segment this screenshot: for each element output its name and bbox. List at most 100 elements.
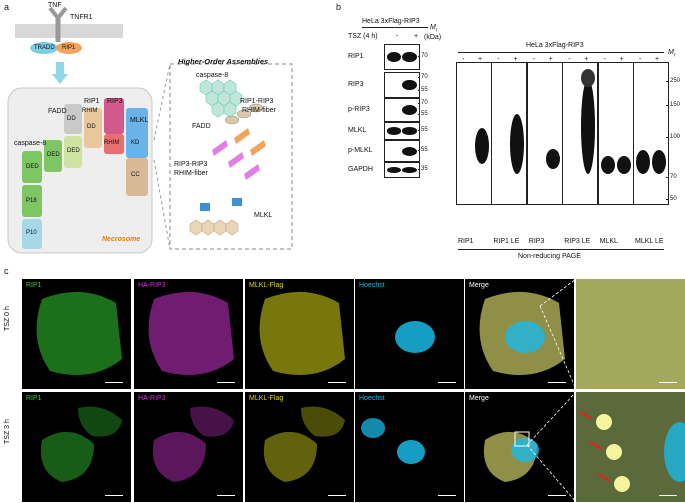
assembly-mlkl-label: MLKL [254,212,273,219]
right-marker-tick [666,199,669,200]
marker-tick [418,150,420,151]
marker: 55 [421,111,428,117]
assembly-fadd-label: FADD [192,123,211,130]
blot-label: MLKL [348,127,367,134]
cell-image [40,406,122,482]
p18-label: P18 [26,198,37,204]
minus-sign: - [603,56,606,63]
channel-label: RIP1 [26,395,42,402]
channel-label: MLKL-Flag [249,282,284,289]
marker: 55 [421,147,428,153]
scale-bar [217,381,235,383]
band-plus [402,105,417,115]
cell-image [479,291,565,375]
caspase8-label: caspase-8 [14,140,47,147]
assembly-rip1-rip3-label: RIP1-RIP3 [240,98,274,105]
assembly-rhim-fiber-1: RHIM-fiber [242,107,276,114]
band-plus [402,127,417,135]
kd-label: KD [131,140,140,146]
marker: 70 [421,74,428,80]
scale-bar [659,494,677,496]
plus-sign: + [478,56,483,63]
plus-sign: + [655,56,660,63]
micro-tile: HA-RIP3 [134,392,243,502]
panel-label-c: c [4,266,9,276]
necrosome-title: Necrosome [102,236,141,243]
blot-0 [384,44,420,70]
assembly-caspase8-label: caspase-8 [196,72,229,79]
scale-bar [438,494,456,496]
marker-tick [418,169,420,170]
right-marker-tick [666,137,669,138]
blot-3 [384,122,420,140]
marker: 70 [421,53,428,59]
channel-label: Hoechst [359,395,385,402]
blot-label: RIP1 [348,53,364,60]
minus-sign: - [497,56,500,63]
rip3-label: RIP3 [107,98,123,105]
right-blot-4 [597,62,634,205]
marker: 55 [421,87,428,93]
band-minus [387,51,401,63]
lane-label: RIP1 [458,238,474,245]
scale-bar [659,381,677,383]
cell-image [483,431,539,482]
channel-label: Merge [469,395,489,402]
cell-image [395,321,435,353]
dd-label-rip1: DD [87,124,96,130]
left-plus: + [414,33,419,40]
channel-label: Hoechst [359,282,385,289]
fadd-label: FADD [48,108,67,115]
channel-label: HA-RIP3 [138,395,166,402]
left-blot-title: HeLa 3xFlag-RIP3 [362,18,420,25]
micro-tile: RIP1 [22,392,131,502]
blot-label: RIP3 [348,81,364,88]
marker: 70 [421,100,428,106]
band-plus [402,146,417,156]
plus-sign: + [513,56,518,63]
rip1-top-label: RIP1 [62,45,76,51]
blot-2 [384,98,420,122]
right-marker: 100 [670,134,681,140]
cell-image [361,418,425,464]
cell-image [148,291,234,375]
smear-band [510,114,525,174]
band-plus [402,51,417,63]
right-mr-label: Mr [668,49,676,59]
minus-sign: - [568,56,571,63]
plus-sign: + [584,56,589,63]
right-blot-5 [633,62,669,205]
smear-band [652,150,666,174]
scale-bar [328,381,346,383]
blot-1 [384,72,420,98]
scale-bar [328,494,346,496]
right-marker-tick [666,81,669,82]
right-marker: 70 [670,174,677,180]
micro-tile: RIP1 [22,279,131,389]
marker: 35 [421,166,428,172]
tradd-label: TRADD [34,45,55,51]
tsz-label: TSZ (4 h) [348,33,378,40]
micro-tile: Merge [465,392,574,502]
scale-bar [105,381,123,383]
ded-label-3: DED [67,148,80,154]
mr-label: Mr [430,24,438,34]
cell-image [263,406,345,482]
micro-tile: Merge [465,279,574,389]
right-blot-3 [562,62,599,205]
micro-tile: MLKL-Flag [245,392,354,502]
band-plus [402,166,417,174]
marker-tick [418,114,420,115]
right-marker-tick [666,105,669,106]
marker-tick [418,90,420,91]
smear-band [545,149,560,169]
panel-label-b: b [336,2,342,12]
right-blot-1 [491,62,528,205]
channel-label: MLKL-Flag [249,395,284,402]
scale-bar [548,494,566,496]
micro-tile: Hoechst [355,279,464,389]
marker-tick [418,77,420,78]
blot-4 [384,140,420,162]
blot-label: GAPDH [348,166,373,173]
